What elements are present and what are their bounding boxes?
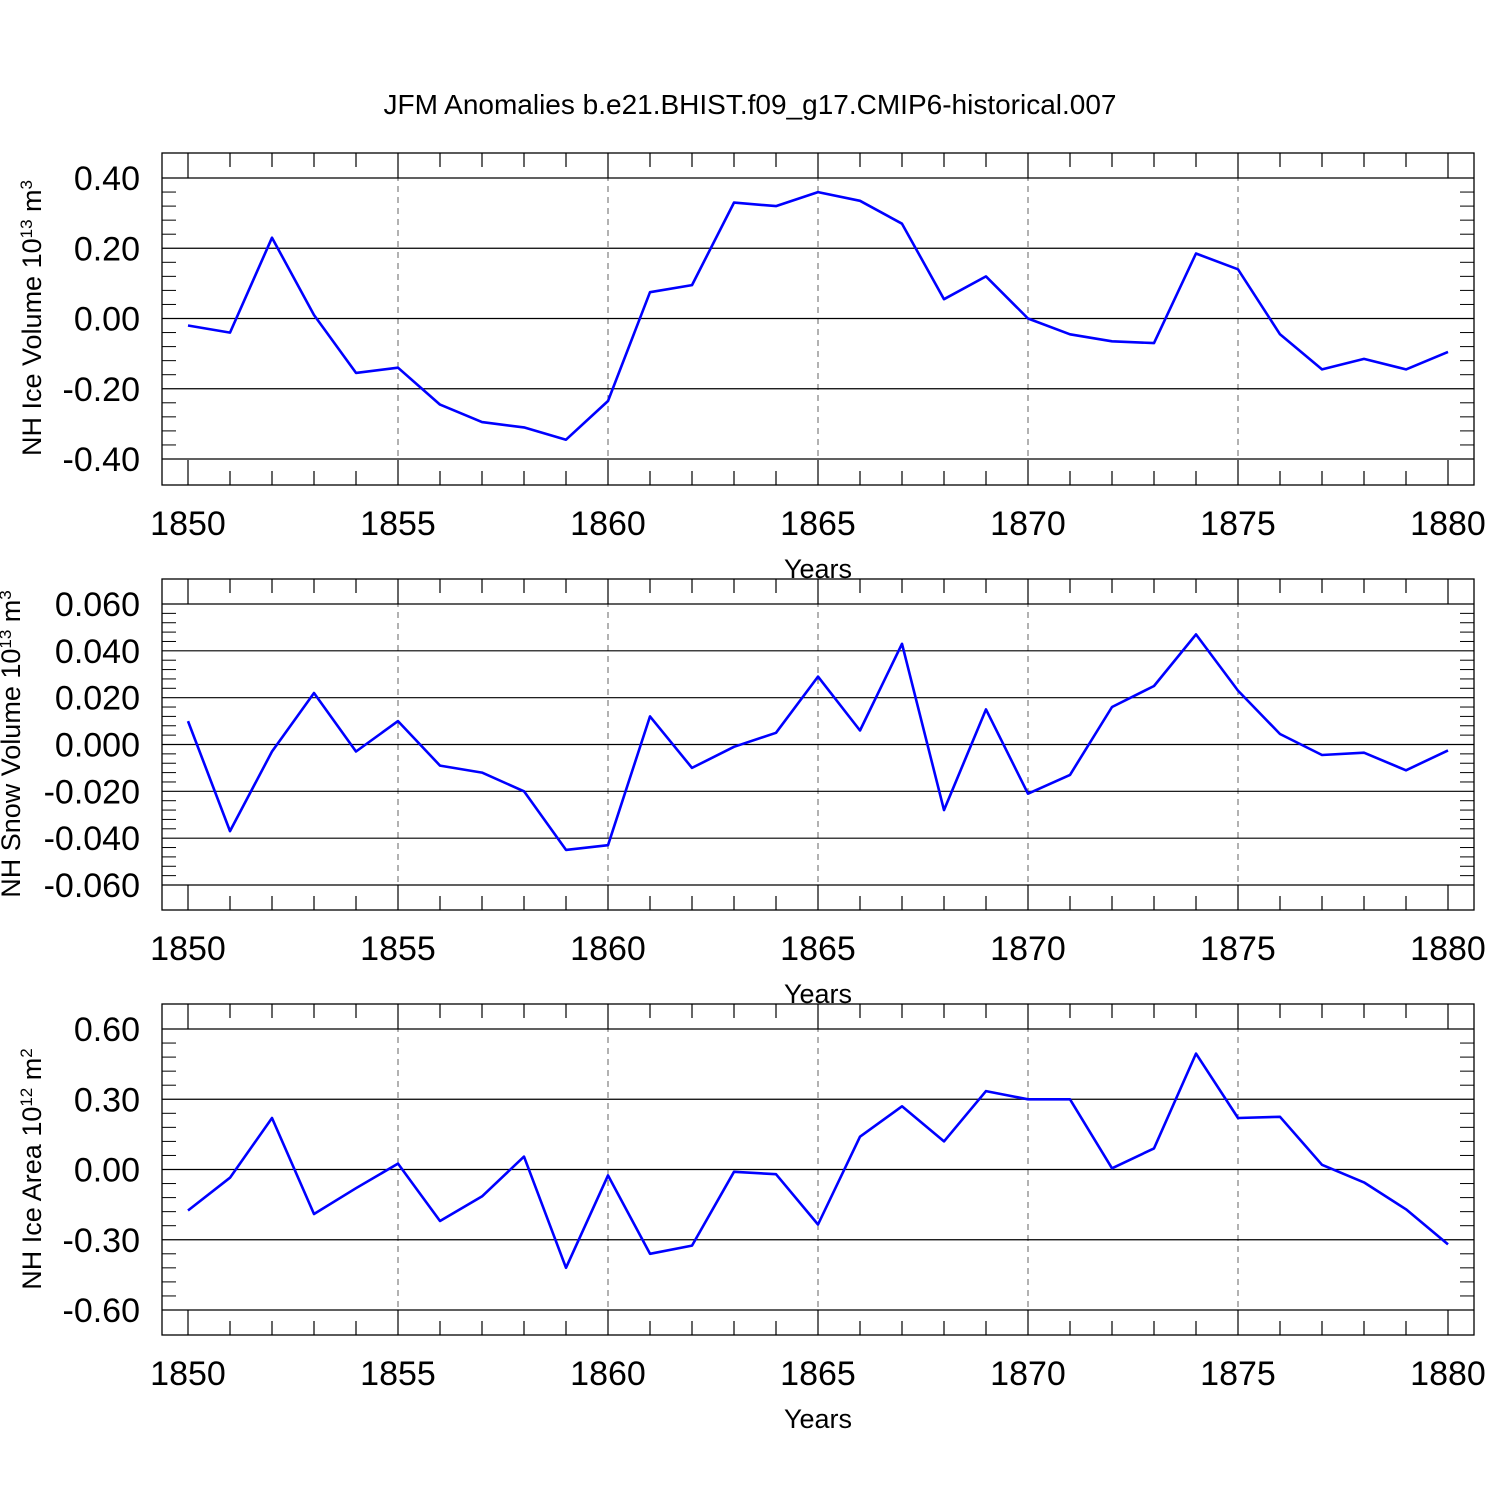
snow-volume-x-tick-label: 1850 (150, 930, 226, 968)
ice-area-x-axis-label: Years (784, 1404, 852, 1434)
ice-volume-x-tick-label: 1850 (150, 505, 226, 543)
panel-ice-area: NH Ice Area 1012 m2 Years 0.60 0.30 0.00 -0… (17, 1003, 1486, 1434)
ice-area-y-axis-label: NH Ice Area 1012 m2 (17, 1048, 48, 1289)
ice-volume-x-tick-label: 1860 (570, 505, 646, 543)
ice-area-x-tick-label: 1860 (570, 1355, 646, 1393)
ice-volume-y-tick-label: -0.40 (63, 441, 141, 479)
panel-ice-volume: NH Ice Volume 1013 m3 Years 0.400.200.00… (17, 152, 1486, 584)
snow-volume-x-tick-label: 1860 (570, 930, 646, 968)
ice-volume-x-tick-label: 1880 (1410, 505, 1486, 543)
ice-area-y-tick-label: 0.30 (74, 1081, 140, 1119)
ice-area-x-tick-label: 1875 (1200, 1355, 1276, 1393)
ice-volume-series-line (187, 190, 1449, 442)
snow-volume-series-line (186, 633, 1449, 852)
snow-volume-y-tick-label: 0.000 (55, 727, 140, 765)
ice-area-x-tick-label: 1850 (150, 1355, 226, 1393)
snow-volume-y-axis-label: NH Snow Volume 1013 m3 (0, 590, 26, 898)
ice-volume-x-tick-label: 1875 (1200, 505, 1276, 543)
ice-volume-y-tick-label: -0.20 (63, 371, 141, 409)
ice-area-y-tick-label: 0.60 (74, 1011, 140, 1049)
snow-volume-x-tick-label: 1880 (1410, 930, 1486, 968)
ice-area-y-tick-label: -0.60 (63, 1292, 141, 1330)
ice-area-x-tick-label: 1880 (1410, 1355, 1486, 1393)
ice-area-x-tick-label: 1865 (780, 1355, 856, 1393)
snow-volume-x-tick-label: 1870 (990, 930, 1066, 968)
snow-volume-y-tick-label: -0.040 (44, 820, 140, 858)
ice-volume-y-tick-label: 0.20 (74, 230, 140, 268)
ice-area-series-line (187, 1052, 1449, 1270)
ice-volume-x-tick-label: 1865 (780, 505, 856, 543)
snow-volume-y-tick-label: 0.040 (55, 633, 140, 671)
ice-area-x-tick-label: 1855 (360, 1355, 436, 1393)
ice-area-x-tick-label: 1870 (990, 1355, 1066, 1393)
chart-title: JFM Anomalies b.e21.BHIST.f09_g17.CMIP6-… (383, 89, 1116, 120)
ice-area-y-tick-label: -0.30 (63, 1222, 141, 1260)
snow-volume-y-tick-label: -0.020 (44, 773, 140, 811)
ice-volume-y-tick-label: 0.00 (74, 301, 140, 339)
snow-volume-y-tick-label: 0.060 (55, 586, 140, 624)
ice-volume-y-axis-label: NH Ice Volume 1013 m3 (17, 180, 48, 456)
ice-area-y-tick-label: 0.00 (74, 1152, 140, 1190)
ice-volume-x-tick-label: 1870 (990, 505, 1066, 543)
snow-volume-y-tick-label: -0.060 (44, 867, 140, 905)
snow-volume-x-tick-label: 1875 (1200, 930, 1276, 968)
ice-volume-x-tick-label: 1855 (360, 505, 436, 543)
panel-snow-volume: NH Snow Volume 1013 m3 Years 0.0600.0400… (0, 578, 1486, 1009)
ice-volume-y-tick-label: 0.40 (74, 160, 140, 198)
snow-volume-y-tick-label: 0.020 (55, 680, 140, 718)
snow-volume-x-tick-label: 1865 (780, 930, 856, 968)
snow-volume-x-tick-label: 1855 (360, 930, 436, 968)
